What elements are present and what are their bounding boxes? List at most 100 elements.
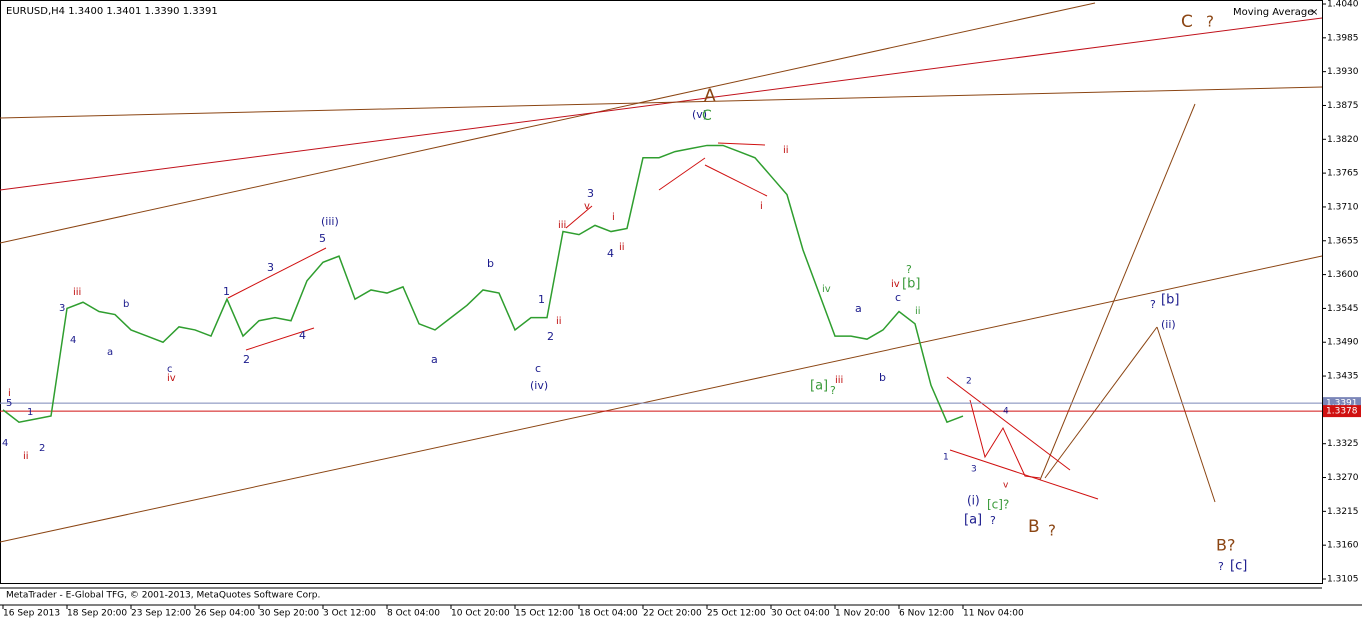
- y-tick-label: 1.3545: [1327, 304, 1359, 314]
- wave-label: 5: [319, 232, 326, 245]
- wave-label: iii: [558, 220, 566, 231]
- y-tick-label: 1.3930: [1327, 67, 1359, 77]
- wave-label: ii: [915, 306, 921, 317]
- wave-label: ii: [23, 451, 29, 462]
- trend-line: [0, 2, 1096, 244]
- wave-label: ?: [1218, 560, 1224, 573]
- wave-label: iv: [822, 284, 831, 295]
- wave-label: [b]: [1161, 293, 1179, 308]
- symbol-header: EURUSD,H4 1.3400 1.3401 1.3390 1.3391: [6, 6, 218, 17]
- wave-label: c: [895, 291, 901, 304]
- wedge-line: [946, 376, 1071, 471]
- wave-label: i: [612, 212, 615, 223]
- y-tick-label: 1.3655: [1327, 236, 1359, 246]
- y-tick-label: 1.3820: [1327, 135, 1359, 145]
- x-tick-label: 1 Nov 20:00: [835, 609, 890, 619]
- bid-line-tag-label: 1.3391: [1326, 399, 1358, 409]
- x-tick-label: 15 Oct 12:00: [515, 609, 574, 619]
- wedge-line: [565, 205, 593, 229]
- level-line-tag: [1323, 405, 1361, 418]
- y-tick-label: 1.3600: [1327, 270, 1359, 280]
- y-tick-label: 1.3270: [1327, 473, 1359, 483]
- wave-label: 2: [547, 330, 554, 343]
- indicator-label: Moving Average: [1233, 7, 1313, 18]
- trend-line: [0, 86, 1323, 119]
- wave-label: iv: [891, 279, 900, 290]
- wave-label: iv: [167, 373, 176, 384]
- wave-label: A: [704, 86, 716, 106]
- wave-label: ?: [906, 263, 912, 276]
- wave-label: b: [123, 299, 129, 310]
- x-tick-label: 30 Oct 04:00: [771, 609, 830, 619]
- x-tick-label: 18 Sep 20:00: [67, 609, 127, 619]
- wedge-line: [717, 142, 766, 146]
- x-tick-label: 16 Sep 2013: [3, 609, 60, 619]
- wave-label: [a]: [810, 379, 828, 394]
- wave-label: 3: [971, 465, 977, 475]
- wave-label: (v): [692, 108, 707, 121]
- wave-label: a: [107, 347, 113, 358]
- wave-path: [969, 399, 1041, 479]
- wave-label: iii: [835, 375, 843, 386]
- wedge-line: [704, 164, 768, 197]
- wave-label: 4: [1003, 407, 1009, 417]
- wave-label: 3: [59, 303, 65, 314]
- wave-label: [b]: [902, 277, 920, 292]
- y-tick-label: 1.3215: [1327, 507, 1359, 517]
- x-tick-label: 23 Sep 12:00: [131, 609, 191, 619]
- price-line: [2, 144, 964, 424]
- wave-label: v: [584, 201, 590, 212]
- wave-label: ?: [1206, 13, 1214, 31]
- y-tick-label: 1.3325: [1327, 439, 1359, 449]
- projection-line: [1156, 326, 1216, 503]
- y-tick-label: 1.3160: [1327, 541, 1359, 551]
- y-tick-label: 1.3765: [1327, 169, 1359, 179]
- wave-label: (iv): [530, 379, 548, 392]
- wave-label: 1: [27, 407, 33, 418]
- wave-label: (ii): [1161, 318, 1176, 331]
- wave-label: 1: [943, 453, 949, 463]
- x-tick-label: 3 Oct 12:00: [323, 609, 376, 619]
- y-tick-label: 1.3710: [1327, 202, 1359, 212]
- trend-line: [0, 17, 1323, 191]
- wave-label: 4: [299, 329, 306, 342]
- wave-label: 3: [267, 261, 274, 274]
- x-tick-label: 10 Oct 20:00: [451, 609, 510, 619]
- wedge-line: [227, 247, 327, 299]
- footer: MetaTrader - E-Global TFG, © 2001-2013, …: [6, 591, 320, 601]
- wave-label: ?: [1048, 522, 1056, 540]
- wave-label: b: [487, 257, 494, 270]
- level-line-tag-label: 1.3378: [1326, 407, 1358, 417]
- wave-label: i: [8, 388, 11, 399]
- wave-label: (iii): [321, 215, 339, 228]
- wave-label: 1: [538, 293, 545, 306]
- wave-label: 4: [607, 247, 614, 260]
- wave-label: v: [1003, 481, 1009, 491]
- y-tick-label: 1.3490: [1327, 338, 1359, 348]
- wave-label: B: [1028, 517, 1040, 537]
- close-indicator[interactable]: ×: [1310, 7, 1318, 18]
- wave-label: ii: [556, 316, 562, 327]
- y-tick-label: 1.3105: [1327, 575, 1359, 585]
- wave-label: [a]: [964, 513, 982, 528]
- trend-lines: [0, 2, 1323, 543]
- wave-label: ii: [783, 145, 789, 156]
- wedge-line: [658, 157, 706, 191]
- wave-label: C: [702, 108, 712, 124]
- wave-label: b: [879, 371, 886, 384]
- wave-label: ?: [830, 384, 836, 397]
- wave-label: 2: [966, 377, 972, 387]
- x-tick-label: 22 Oct 20:00: [643, 609, 702, 619]
- wave-label: 4: [70, 335, 76, 346]
- x-tick-label: 25 Oct 12:00: [707, 609, 766, 619]
- wave-label: a: [431, 353, 438, 366]
- wave-label: (i): [967, 494, 980, 508]
- wave-label: c: [167, 364, 173, 375]
- projection-line: [1039, 103, 1196, 481]
- wave-label: 4: [2, 438, 8, 449]
- wave-label: c: [535, 362, 541, 375]
- x-tick-label: 8 Oct 04:00: [387, 609, 440, 619]
- y-tick-label: 1.3875: [1327, 101, 1359, 111]
